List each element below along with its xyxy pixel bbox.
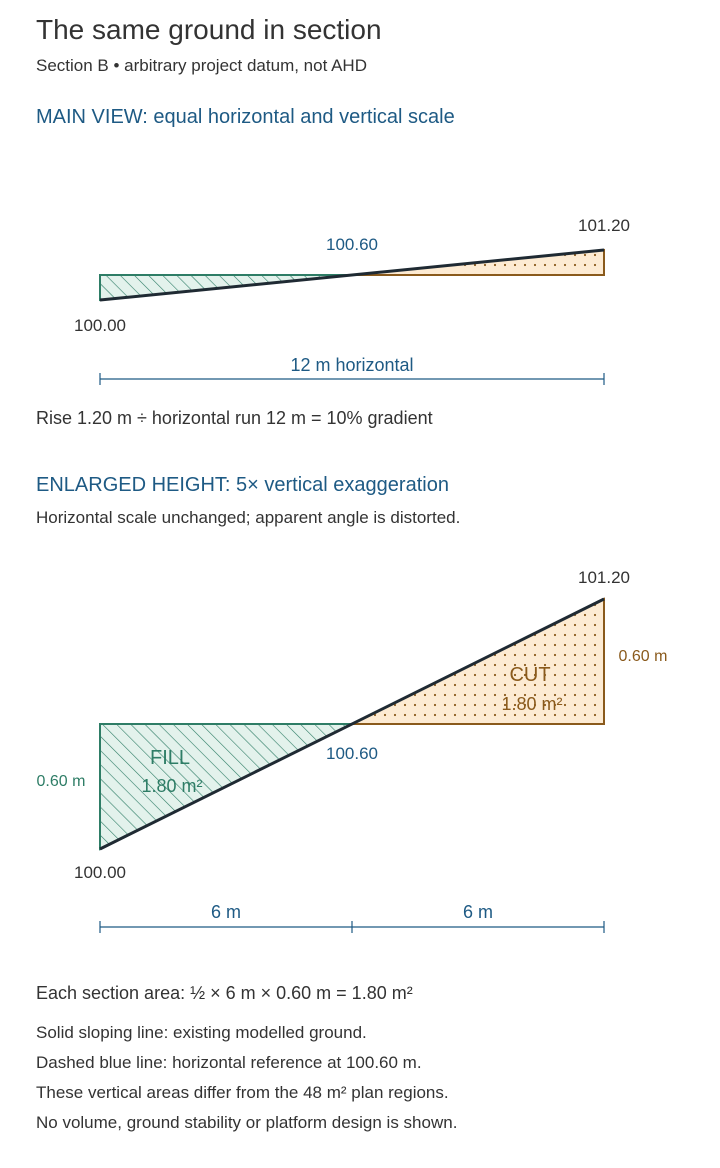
- note-line: Dashed blue line: horizontal reference a…: [36, 1053, 422, 1072]
- fill-label: FILL: [150, 747, 190, 769]
- enlarged-mid-level: 100.60: [326, 744, 378, 763]
- main-view-section: 101.20 100.60 100.00 12 m horizontal: [74, 216, 630, 385]
- enlarged-view-subheading: Horizontal scale unchanged; apparent ang…: [36, 508, 461, 527]
- right-span-label: 6 m: [463, 902, 493, 922]
- enlarged-left-level: 100.00: [74, 863, 126, 882]
- cut-depth-label: 0.60 m: [619, 648, 668, 665]
- fill-area-label: 1.80 m²: [141, 776, 202, 796]
- cut-area-label: 1.80 m²: [501, 694, 562, 714]
- enlarged-view-heading: ENLARGED HEIGHT: 5× vertical exaggeratio…: [36, 474, 449, 496]
- enlarged-right-level: 101.20: [578, 568, 630, 587]
- note-line: No volume, ground stability or platform …: [36, 1113, 458, 1132]
- span-dimension: [99, 921, 605, 933]
- enlarged-view-section: FILL 1.80 m² CUT 1.80 m² 101.20 100.60 1…: [37, 568, 668, 933]
- main-span-label: 12 m horizontal: [290, 355, 413, 375]
- area-formula: Each section area: ½ × 6 m × 0.60 m = 1.…: [36, 983, 413, 1003]
- cut-label: CUT: [509, 664, 550, 686]
- page-subtitle: Section B • arbitrary project datum, not…: [36, 56, 367, 75]
- main-ground-line: [99, 248, 605, 302]
- gradient-note: Rise 1.20 m ÷ horizontal run 12 m = 10% …: [36, 408, 433, 428]
- main-left-level: 100.00: [74, 316, 126, 335]
- main-right-level: 101.20: [578, 216, 630, 235]
- note-line: These vertical areas differ from the 48 …: [36, 1083, 449, 1102]
- main-view-heading: MAIN VIEW: equal horizontal and vertical…: [36, 106, 455, 128]
- main-span-dimension: [99, 373, 605, 385]
- main-mid-level: 100.60: [326, 235, 378, 254]
- fill-depth-label: 0.60 m: [37, 773, 86, 790]
- left-span-label: 6 m: [211, 902, 241, 922]
- note-line: Solid sloping line: existing modelled gr…: [36, 1023, 367, 1042]
- ground-line: [99, 597, 605, 851]
- page-title: The same ground in section: [36, 14, 382, 45]
